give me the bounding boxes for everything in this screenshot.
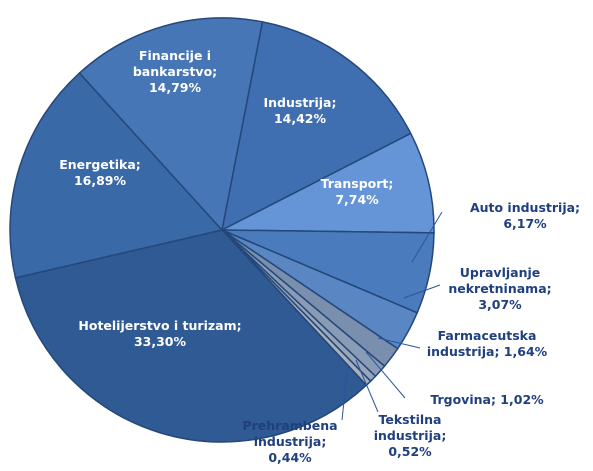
separator: ; [321,434,327,449]
value-label: 6,17% [503,216,547,231]
category-name: Upravljanje nekretninama [448,265,547,296]
slice-label: Auto industrija; 6,17% [455,200,593,232]
category-name: Transport [320,176,389,191]
separator: ; [490,392,496,407]
pie-slice [9,71,224,279]
slice-label: Farmaceutska industrija; 1,64% [422,328,552,360]
value-label: 16,89% [73,173,127,188]
slice-label: Transport; 7,74% [307,176,407,208]
value-label: 1,64% [503,344,548,359]
category-name: Industrija [263,95,332,110]
slice-label: Tekstilna industrija; 0,52% [360,412,460,460]
separator: ; [546,281,552,296]
category-name: Financije i bankarstvo [132,48,213,79]
category-name: Farmaceutska industrija [426,328,537,359]
separator: ; [331,95,337,110]
separator: ; [388,176,394,191]
slice-label: Hotelijerstvo i turizam; 33,30% [65,318,255,350]
separator: ; [494,344,500,359]
category-name: Hotelijerstvo i turizam [78,318,237,333]
category-name: Tekstilna industrija [373,412,442,443]
leader-line [411,211,443,263]
value-label: 7,74% [335,192,379,207]
value-label: 0,44% [268,450,312,465]
pie-slice [14,229,368,443]
category-name: Auto industrija [469,200,576,215]
separator: ; [441,428,447,443]
leader-line [355,359,379,413]
value-label: 14,79% [148,80,202,95]
value-label: 33,30% [133,334,187,349]
category-name: Energetika [59,157,136,172]
separator: ; [212,64,218,79]
value-label: 14,42% [273,111,327,126]
value-label: 0,52% [388,444,432,459]
pie-slice [221,132,435,234]
pie-slice [78,17,264,232]
slice-label: Industrija; 14,42% [250,95,350,127]
value-label: 3,07% [478,297,522,312]
slice-label: Upravljanje nekretninama; 3,07% [438,265,563,313]
slice-label: Financije i bankarstvo; 14,79% [126,48,224,96]
pie-slice [220,21,412,232]
leader-line [341,363,349,421]
separator: ; [135,157,141,172]
slice-label: Prehrambena industrija; 0,44% [235,418,345,466]
slice-label: Trgovina; 1,02% [397,392,577,408]
separator: ; [236,318,242,333]
category-name: Trgovina [430,392,491,407]
leader-line [403,284,441,299]
leader-line [377,337,421,349]
value-label: 1,02% [500,392,544,407]
leader-line [365,351,406,399]
slice-label: Energetika; 16,89% [45,157,155,189]
separator: ; [575,200,581,215]
category-name: Prehrambena industrija [242,418,338,449]
